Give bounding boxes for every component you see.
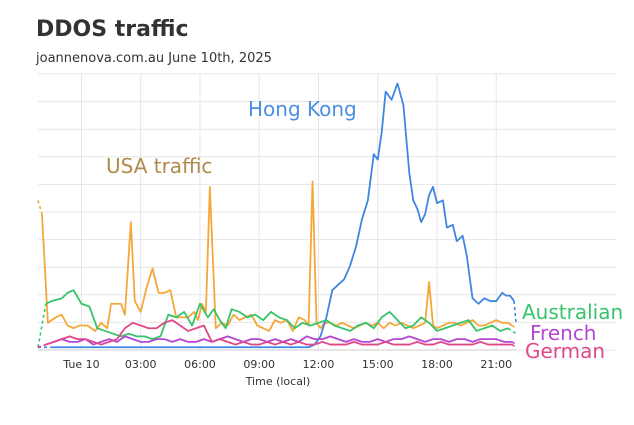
x-axis-title: Time (local) (245, 375, 311, 388)
plot-area (37, 82, 517, 349)
series-line (45, 319, 513, 346)
series-line (45, 335, 513, 346)
legend-label: French (530, 321, 596, 345)
series-line-dashed (37, 343, 47, 349)
series-australian (37, 289, 517, 348)
chart-subtitle: joannenova.com.au June 10th, 2025 (35, 51, 272, 66)
series-line (51, 82, 515, 349)
x-tick-label: 15:00 (362, 358, 394, 371)
annotation-label: Hong Kong (248, 97, 357, 121)
chart-title: DDOS traffic (36, 17, 189, 42)
x-tick-label: 09:00 (243, 358, 275, 371)
series-usa-traffic (37, 180, 517, 332)
series-line-dashed (37, 200, 43, 215)
series-german (37, 319, 517, 349)
x-tick-label: 03:00 (125, 358, 157, 371)
series-line-dashed (37, 303, 47, 348)
x-tick-label: Tue 10 (62, 358, 99, 371)
series-line-dashed (507, 327, 517, 335)
series-line-dashed (511, 341, 517, 346)
legend-label: German (525, 339, 605, 363)
x-tick-label: 06:00 (184, 358, 216, 371)
legend-label: Australian (522, 300, 623, 324)
series-line-dashed (513, 300, 517, 323)
x-tick-label: 12:00 (303, 358, 335, 371)
x-tick-label: 21:00 (480, 358, 512, 371)
x-tick-label: 18:00 (421, 358, 453, 371)
series-line (45, 289, 509, 341)
annotations: Hong Kong USA traffic (106, 97, 357, 178)
series-line-dashed (511, 324, 517, 329)
series-line (41, 180, 513, 332)
series-line-dashed (511, 343, 517, 348)
annotation-label: USA traffic (106, 154, 212, 178)
x-axis: Tue 10 03:00 06:00 09:00 12:00 15:00 18:00 21:0… (62, 358, 512, 371)
